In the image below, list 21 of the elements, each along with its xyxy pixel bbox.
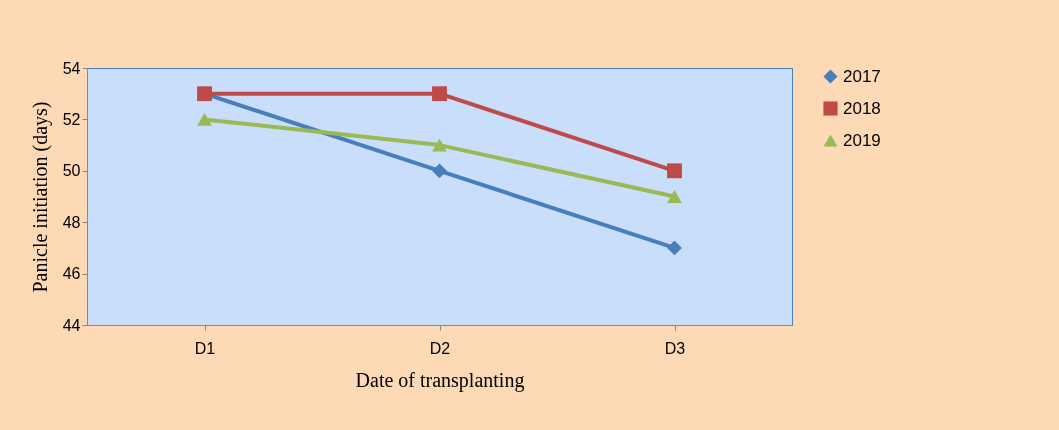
point [197,112,212,126]
legend-label: 2017 [843,66,881,86]
x-tick-label: D2 [429,339,451,357]
point [432,138,447,152]
legend-label: 2019 [843,130,881,150]
point [432,163,447,179]
y-tick-label: 52 [62,110,81,128]
x-tick-label: D1 [194,339,216,357]
x-tick-label: D3 [664,339,686,357]
point [667,240,682,256]
point [432,86,447,102]
x-axis-title: Date of transplanting [355,368,525,392]
y-tick-label: 46 [62,265,81,283]
point [667,190,682,203]
legend-label: 2018 [843,98,881,118]
point [667,163,682,179]
y-tick-label: 48 [62,213,81,231]
y-tick-label: 54 [62,59,81,77]
y-tick-label: 50 [62,162,81,180]
y-axis-title: Panicle initiation (days) [28,101,52,293]
y-tick-label: 44 [62,316,81,334]
